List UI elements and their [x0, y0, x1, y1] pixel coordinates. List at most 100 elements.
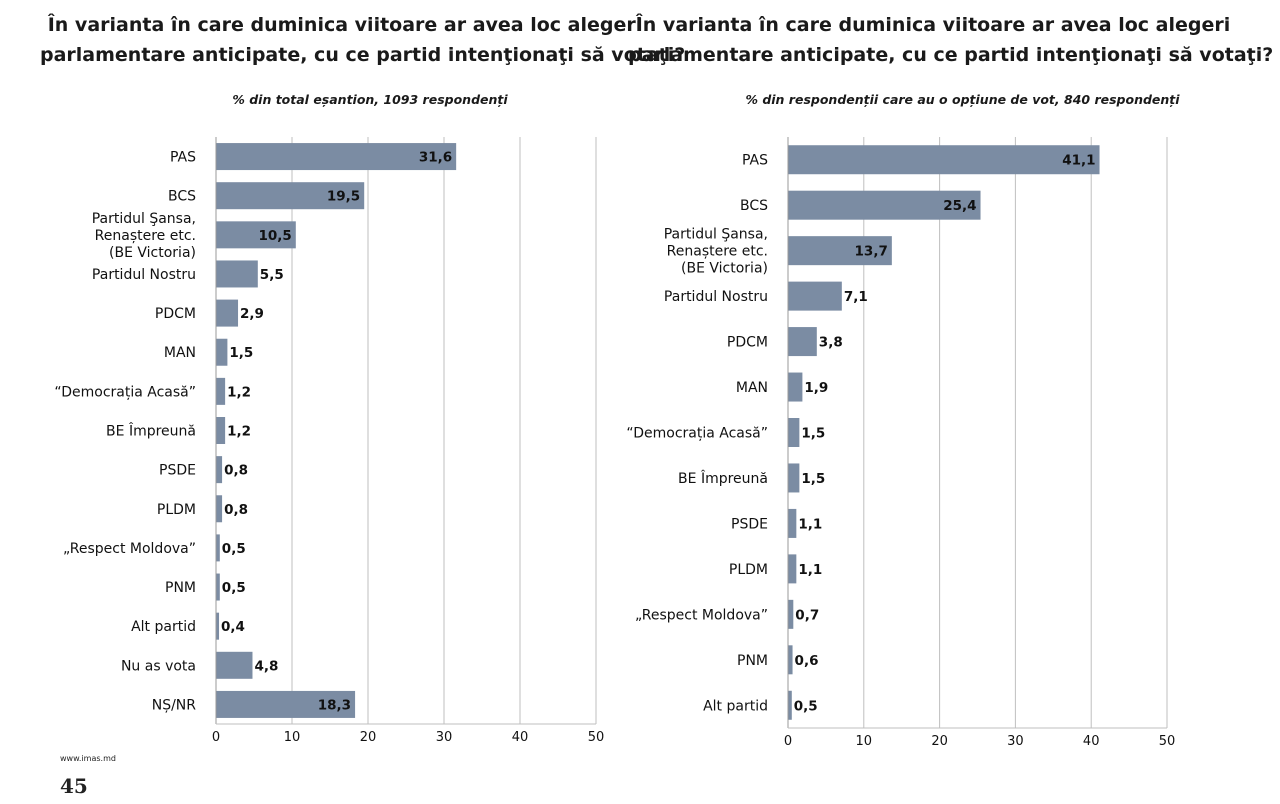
right-chart-tick-label: 0	[784, 734, 792, 749]
right-chart-category-label-line: Partidul Şansa,	[664, 227, 768, 243]
left-chart-category-label: PSDE	[159, 463, 196, 479]
left-chart-value-label: 5,5	[260, 267, 284, 283]
left-chart-value-label: 1,5	[229, 345, 253, 361]
left-chart-value-label: 0,8	[224, 502, 248, 518]
left-chart-bar	[216, 221, 296, 249]
left-chart-category-label-line: Nu as vota	[121, 658, 196, 674]
right-chart-bar	[788, 372, 803, 402]
left-chart-category-label-line: Partidul Nostru	[92, 267, 196, 283]
right-chart-tick-label: 50	[1159, 734, 1176, 749]
right-chart-title-line-2: parlamentare anticipate, cu ce partid in…	[628, 44, 1274, 66]
right-chart-category-label: PNM	[737, 653, 768, 669]
left-chart-category-label-line: „Respect Moldova”	[63, 541, 196, 557]
left-chart-category-label-line: PAS	[170, 150, 196, 166]
left-chart-tick-label: 30	[436, 730, 453, 745]
right-chart-category-label-line: PAS	[742, 153, 768, 169]
right-chart-title-line-1: În varianta în care duminica viitoare ar…	[635, 14, 1231, 36]
left-chart-tick-label: 0	[212, 730, 220, 745]
right-chart-category-label: Partidul Nostru	[664, 289, 768, 305]
right-chart-bar	[788, 554, 797, 584]
right-chart-category-label-line: Partidul Nostru	[664, 289, 768, 305]
left-chart-bar	[216, 495, 223, 523]
left-chart-tick-label: 10	[284, 730, 301, 745]
right-chart-bar	[788, 690, 792, 720]
right-chart-bar	[788, 463, 800, 493]
page-number: 45	[60, 774, 88, 798]
right-chart-value-label: 1,1	[798, 562, 822, 578]
left-chart-value-label: 18,3	[318, 697, 351, 713]
left-chart-bar	[216, 573, 220, 601]
left-chart-category-label: PNM	[165, 580, 196, 596]
left-chart-value-label: 1,2	[227, 384, 251, 400]
right-chart-category-label: BCS	[740, 198, 768, 214]
right-chart-category-label-line: PSDE	[731, 516, 768, 532]
right-chart-value-label: 13,7	[855, 244, 888, 260]
right-chart-category-label: BE Împreună	[678, 469, 768, 487]
right-chart-bar	[788, 508, 797, 538]
right-chart-bar	[788, 645, 793, 675]
right-chart-category-label-line: PNM	[737, 653, 768, 669]
right-chart-category-label-line: BCS	[740, 198, 768, 214]
right-chart-value-label: 1,9	[804, 380, 828, 396]
left-chart-category-label: “Democrația Acasă”	[54, 384, 196, 400]
left-chart-title: În varianta în care duminica viitoare ar…	[40, 10, 685, 70]
left-chart-value-label: 0,8	[224, 463, 248, 479]
left-chart-bar	[216, 260, 258, 288]
right-chart-bar	[788, 327, 817, 357]
left-chart-subtitle: % din total eșantion, 1093 respondenți	[232, 92, 508, 107]
left-chart-value-label: 31,6	[419, 150, 452, 166]
right-chart-tick-label: 20	[931, 734, 948, 749]
left-chart-category-label: PDCM	[155, 306, 196, 322]
right-chart-bar	[788, 145, 1100, 175]
left-chart-category-label: MAN	[164, 345, 196, 361]
left-chart-category-label: Partidul Nostru	[92, 267, 196, 283]
right-chart-category-label: MAN	[736, 380, 768, 396]
right-chart-bar	[788, 281, 842, 311]
right-chart-category-label-line: BE Împreună	[678, 469, 768, 487]
left-chart-value-label: 19,5	[327, 189, 360, 205]
right-chart-category-label: PAS	[742, 153, 768, 169]
left-chart-bar	[216, 651, 253, 679]
left-chart-bar	[216, 612, 220, 640]
left-chart-category-label: Alt partid	[131, 619, 196, 635]
right-chart-title: În varianta în care duminica viitoare ar…	[628, 10, 1274, 70]
left-chart-category-label: BE Împreună	[106, 422, 196, 440]
left-chart-value-label: 4,8	[254, 658, 278, 674]
left-chart-category-label: NȘ/NR	[152, 697, 197, 713]
right-chart-category-label-line: Alt partid	[703, 698, 768, 714]
left-chart-category-label-line: PNM	[165, 580, 196, 596]
left-chart-category-label-line: Renaștere etc.	[95, 228, 196, 244]
left-chart-title-line-1: În varianta în care duminica viitoare ar…	[47, 14, 643, 36]
left-chart-category-label-line: PSDE	[159, 463, 196, 479]
right-chart-category-label: “Democrația Acasă”	[626, 426, 768, 442]
right-chart-category-label: Partidul Şansa, Renaștere etc. (BE Victori…	[664, 227, 768, 277]
left-chart-category-label: PAS	[170, 150, 196, 166]
left-chart-category-label: Partidul Şansa, Renaștere etc. (BE Victori…	[92, 211, 196, 261]
left-chart-category-label-line: NȘ/NR	[152, 697, 197, 713]
left-chart-category-label-line: BCS	[168, 189, 196, 205]
left-chart-category-label-line: PDCM	[155, 306, 196, 322]
right-chart-category-label: „Respect Moldova”	[635, 607, 768, 623]
right-chart-value-label: 7,1	[844, 289, 868, 305]
left-chart-bar	[216, 534, 220, 562]
left-chart-bar	[216, 690, 356, 718]
left-chart-category-label: Nu as vota	[121, 658, 196, 674]
left-chart-category-label: PLDM	[157, 502, 196, 518]
right-chart-category-label: PLDM	[729, 562, 768, 578]
left-chart-value-label: 2,9	[240, 306, 264, 322]
right-chart-category-label-line: „Respect Moldova”	[635, 607, 768, 623]
left-chart-category-label-line: Partidul Şansa,	[92, 211, 196, 227]
left-chart-bar	[216, 143, 457, 171]
right-chart-tick-label: 40	[1083, 734, 1100, 749]
left-chart-bar	[216, 299, 239, 327]
left-chart-bar	[216, 417, 226, 444]
left-chart-tick-label: 40	[512, 730, 529, 745]
right-chart-value-label: 0,5	[794, 698, 818, 714]
right-chart-tick-label: 30	[1007, 734, 1024, 749]
left-chart-value-label: 0,4	[221, 619, 245, 635]
left-chart-bar	[216, 182, 365, 210]
right-chart-value-label: 0,6	[795, 653, 819, 669]
left-chart-value-label: 0,5	[222, 580, 246, 596]
